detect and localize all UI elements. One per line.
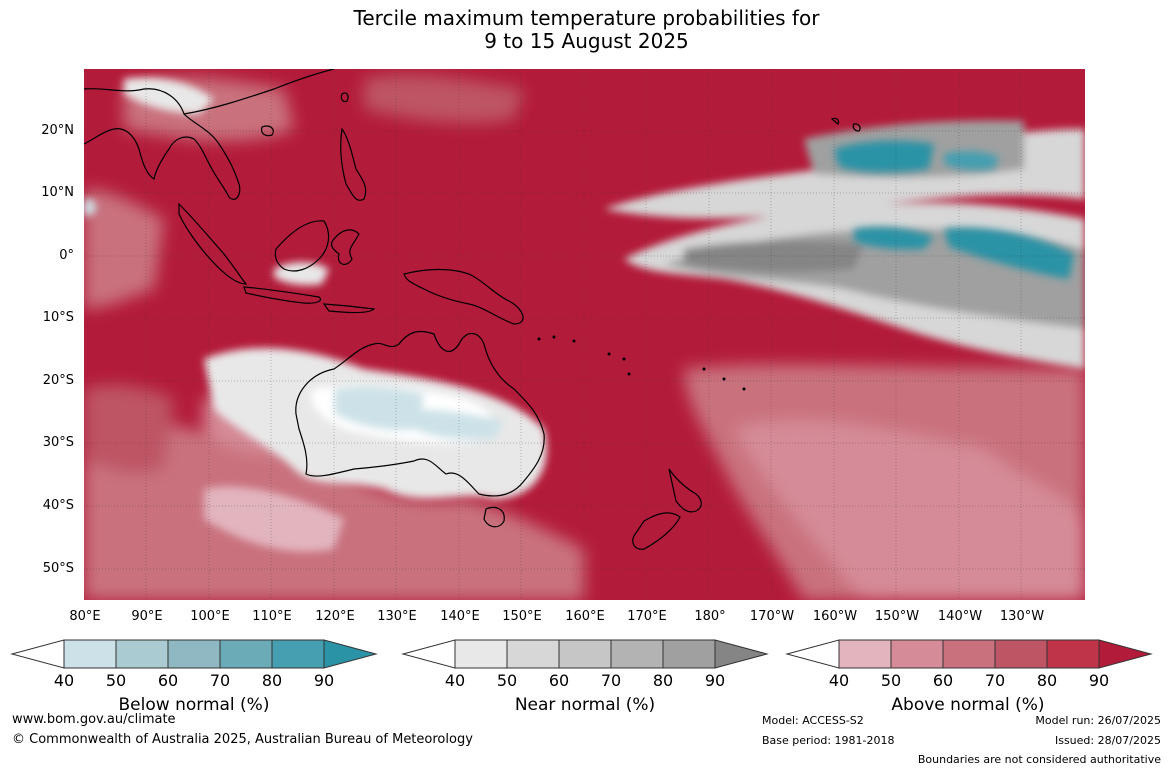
lon-label: 110°E xyxy=(252,609,292,624)
colorbar-tick: 50 xyxy=(880,671,902,690)
lon-label: 130°W xyxy=(999,609,1045,624)
map-subtitle: 9 to 15 August 2025 xyxy=(484,29,689,53)
lon-label: 100°E xyxy=(190,609,230,624)
lon-label: 150°W xyxy=(874,609,920,624)
colorbar-tick: 50 xyxy=(105,671,127,690)
lon-label: 180° xyxy=(694,609,726,624)
colorbar-near-max-arrow xyxy=(714,639,769,669)
colorbar-label-below: Below normal (%) xyxy=(118,695,270,715)
colorbar-tick: 60 xyxy=(932,671,954,690)
copyright-notice: © Commonwealth of Australia 2025, Austra… xyxy=(12,732,473,747)
colorbar-tick: 40 xyxy=(444,671,466,690)
colorbar-above-max-arrow xyxy=(1098,639,1153,669)
lat-label: 50°S xyxy=(42,561,74,576)
colorbar-tick: 70 xyxy=(984,671,1006,690)
colorbar-tick: 90 xyxy=(1088,671,1110,690)
map-title: Tercile maximum temperature probabilitie… xyxy=(353,6,820,30)
map-canvas xyxy=(84,69,1085,600)
lat-label: 40°S xyxy=(42,498,74,513)
colorbar-tick: 80 xyxy=(261,671,283,690)
colorbar-tick: 70 xyxy=(600,671,622,690)
lon-label: 150°E xyxy=(502,609,542,624)
australia-near-normal-zone xyxy=(204,348,547,552)
colorbar-below-min-arrow xyxy=(10,639,65,669)
model-run-date: Model run: 26/07/2025 xyxy=(1035,714,1161,727)
lon-label: 90°E xyxy=(131,609,163,624)
colorbar-tick: 40 xyxy=(53,671,75,690)
colorbar-above-min-arrow xyxy=(785,639,840,669)
colorbar-tick: 50 xyxy=(496,671,518,690)
base-period-info: Base period: 1981-2018 xyxy=(762,734,895,747)
lon-label: 140°E xyxy=(440,609,480,624)
boundary-disclaimer: Boundaries are not considered authoritat… xyxy=(917,753,1161,766)
colorbar-tick: 80 xyxy=(652,671,674,690)
map-gridlines xyxy=(84,69,1085,600)
website-link[interactable]: www.bom.gov.au/climate xyxy=(12,712,176,727)
lon-label: 160°W xyxy=(812,609,858,624)
lon-label: 160°E xyxy=(565,609,605,624)
lon-label: 170°W xyxy=(749,609,795,624)
lat-label: 10°S xyxy=(42,310,74,325)
lat-label: 20°S xyxy=(42,373,74,388)
colorbar-near-min-arrow xyxy=(401,639,456,669)
lon-label: 120°E xyxy=(315,609,355,624)
colorbar-tick: 90 xyxy=(704,671,726,690)
issued-date: Issued: 28/07/2025 xyxy=(1054,734,1161,747)
colorbar-tick: 60 xyxy=(157,671,179,690)
lon-label: 130°E xyxy=(377,609,417,624)
lon-label: 140°W xyxy=(937,609,983,624)
colorbar-tick: 90 xyxy=(313,671,335,690)
colorbar-above-normal xyxy=(785,639,1153,669)
probability-map xyxy=(84,69,1085,600)
colorbar-tick: 80 xyxy=(1036,671,1058,690)
se-asia-patches xyxy=(84,77,329,286)
colorbar-tick: 40 xyxy=(828,671,850,690)
colorbar-label-above: Above normal (%) xyxy=(891,695,1045,715)
colorbar-tick: 60 xyxy=(548,671,570,690)
colorbar-tick: 70 xyxy=(209,671,231,690)
lat-label: 30°S xyxy=(42,435,74,450)
colorbar-near-normal xyxy=(401,639,769,669)
lat-label: 20°N xyxy=(41,123,74,138)
pacific-islands xyxy=(537,335,746,391)
lat-label: 0° xyxy=(59,248,74,263)
model-info: Model: ACCESS-S2 xyxy=(762,714,864,727)
lon-label: 170°E xyxy=(627,609,667,624)
colorbar-below-normal xyxy=(10,639,378,669)
coastlines xyxy=(84,69,861,550)
colorbar-label-near: Near normal (%) xyxy=(514,695,656,715)
colorbar-below-max-arrow xyxy=(323,639,378,669)
lat-label: 10°N xyxy=(41,185,74,200)
below-normal-patches xyxy=(834,140,1074,279)
lon-label: 80°E xyxy=(69,609,101,624)
